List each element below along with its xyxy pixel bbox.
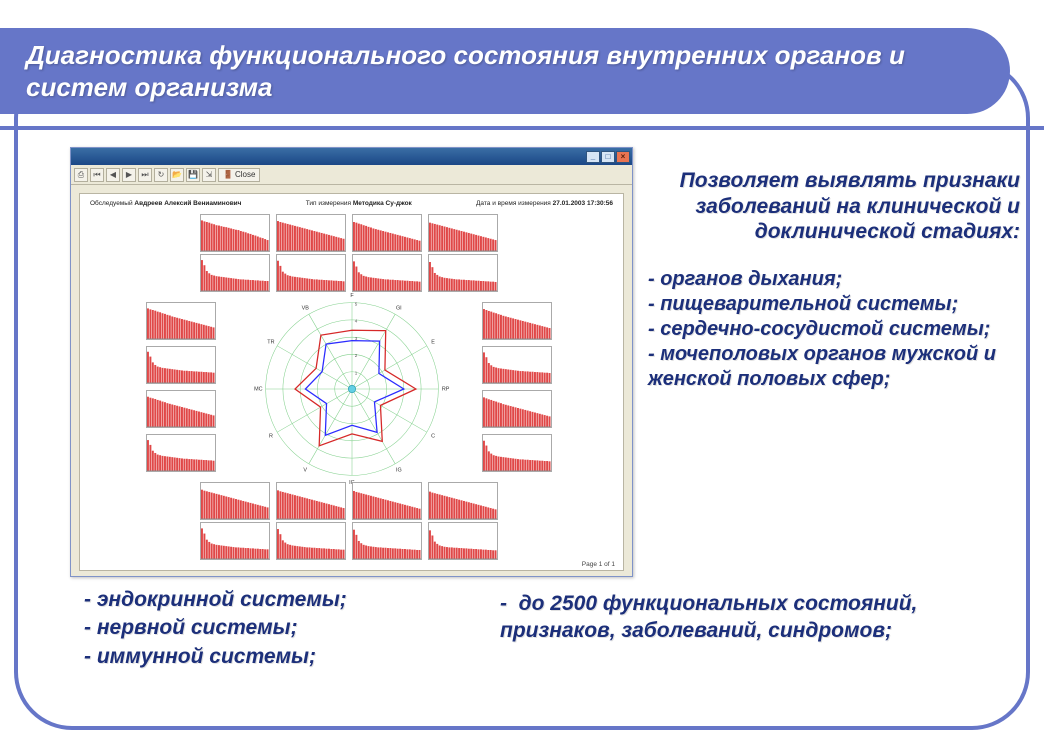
mini-chart — [352, 214, 422, 252]
first-icon[interactable]: ⏮ — [90, 168, 104, 182]
mini-chart — [276, 254, 346, 292]
refresh-icon[interactable]: ↻ — [154, 168, 168, 182]
save-icon[interactable]: 💾 — [186, 168, 200, 182]
window-maximize-icon[interactable]: □ — [601, 151, 615, 163]
radar-chart: FGIERPCIGIGVRMCTRVB12345 — [252, 289, 452, 489]
open-icon[interactable]: 📂 — [170, 168, 184, 182]
mini-chart — [482, 434, 552, 472]
app-footer: Page 1 of 1 — [582, 561, 615, 568]
next-icon[interactable]: ▶ — [122, 168, 136, 182]
meta-date: Дата и время измерения 27.01.2003 17:30:… — [476, 200, 613, 207]
app-canvas: Обследуемый Авдреев Алексий Вениаминович… — [79, 193, 624, 571]
svg-text:VB: VB — [302, 305, 310, 311]
mini-chart — [482, 302, 552, 340]
right-bullets: - органов дыхания;- пищеварительной сист… — [648, 267, 1020, 392]
svg-text:TR: TR — [267, 340, 274, 346]
app-toolbar: ⎙ ⏮ ◀ ▶ ⏭ ↻ 📂 💾 ⇲ 🚪 Close — [71, 165, 632, 185]
mini-chart — [352, 522, 422, 560]
meta-type: Тип измерения Методика Су-джок — [306, 200, 412, 207]
mini-chart — [200, 214, 270, 252]
svg-text:R: R — [269, 433, 273, 439]
mini-chart — [352, 254, 422, 292]
svg-text:C: C — [431, 433, 435, 439]
door-icon: 🚪 — [223, 170, 233, 179]
svg-text:E: E — [431, 340, 435, 346]
print-icon[interactable]: ⎙ — [74, 168, 88, 182]
svg-text:1: 1 — [355, 370, 358, 375]
toolbar-close-label: Close — [235, 170, 255, 179]
mini-chart — [428, 214, 498, 252]
last-icon[interactable]: ⏭ — [138, 168, 152, 182]
svg-text:4: 4 — [355, 319, 358, 324]
meta-type-label: Тип измерения — [306, 200, 351, 207]
mini-chart — [146, 434, 216, 472]
svg-text:V: V — [303, 468, 307, 474]
meta-date-label: Дата и время измерения — [476, 200, 551, 207]
meta-type-value: Методика Су-джок — [353, 200, 412, 207]
right-column: Позволяет выявлять признаки заболеваний … — [648, 168, 1020, 392]
svg-text:2: 2 — [355, 353, 358, 358]
bottom-right-bullets: - до 2500 функциональных состояний, приз… — [500, 590, 1000, 645]
svg-text:5: 5 — [355, 301, 358, 306]
accent-line — [0, 126, 1044, 130]
svg-text:IG: IG — [396, 468, 402, 474]
slide-title: Диагностика функционального состояния вн… — [26, 39, 1010, 104]
title-banner: Диагностика функционального состояния вн… — [0, 28, 1010, 114]
mini-chart — [146, 390, 216, 428]
window-minimize-icon[interactable]: _ — [586, 151, 600, 163]
intro-text: Позволяет выявлять признаки заболеваний … — [648, 168, 1020, 245]
app-titlebar: _ □ × — [71, 148, 632, 165]
svg-text:F: F — [350, 293, 354, 299]
mini-chart — [146, 346, 216, 384]
toolbar-close-button[interactable]: 🚪 Close — [218, 168, 260, 182]
mini-chart — [276, 522, 346, 560]
meta-subject: Обследуемый Авдреев Алексий Вениаминович — [90, 200, 241, 207]
mini-chart — [352, 482, 422, 520]
app-meta-row: Обследуемый Авдреев Алексий Вениаминович… — [90, 200, 613, 207]
mini-chart — [482, 390, 552, 428]
mini-chart — [428, 522, 498, 560]
bottom-left-bullets: - эндокринной системы;- нервной системы;… — [84, 586, 484, 671]
svg-text:MC: MC — [254, 386, 263, 392]
mini-chart — [276, 214, 346, 252]
mini-chart — [200, 522, 270, 560]
prev-icon[interactable]: ◀ — [106, 168, 120, 182]
mini-chart — [482, 346, 552, 384]
mini-chart — [146, 302, 216, 340]
window-close-icon[interactable]: × — [616, 151, 630, 163]
mini-chart — [200, 482, 270, 520]
svg-text:GI: GI — [396, 305, 402, 311]
meta-subject-label: Обследуемый — [90, 200, 133, 207]
mini-chart — [276, 482, 346, 520]
app-window: _ □ × ⎙ ⏮ ◀ ▶ ⏭ ↻ 📂 💾 ⇲ 🚪 Close Обследуе… — [70, 147, 633, 577]
svg-text:RP: RP — [442, 386, 450, 392]
mini-chart — [428, 254, 498, 292]
mini-chart — [428, 482, 498, 520]
meta-date-value: 27.01.2003 17:30:56 — [553, 200, 613, 207]
meta-subject-value: Авдреев Алексий Вениаминович — [134, 200, 241, 207]
export-icon[interactable]: ⇲ — [202, 168, 216, 182]
mini-chart — [200, 254, 270, 292]
